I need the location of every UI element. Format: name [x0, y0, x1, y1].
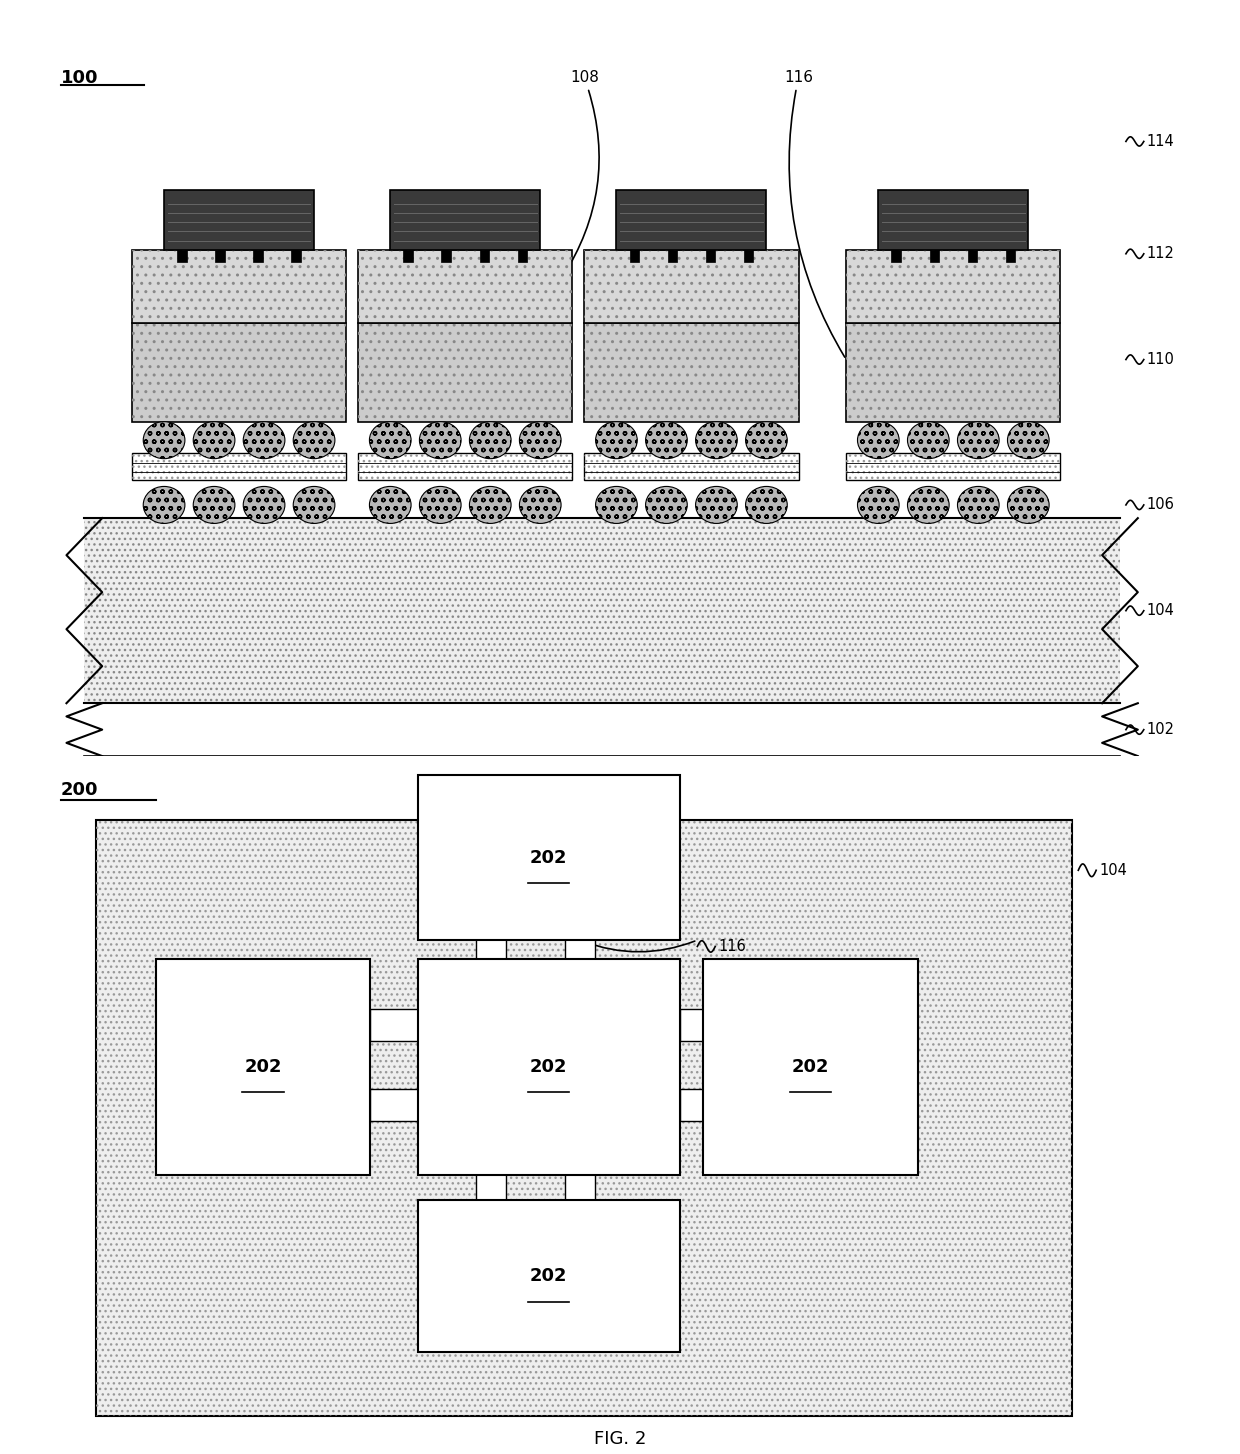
Ellipse shape — [419, 487, 461, 523]
FancyBboxPatch shape — [84, 518, 1120, 704]
FancyBboxPatch shape — [706, 250, 715, 262]
FancyBboxPatch shape — [846, 323, 1060, 422]
Text: 114: 114 — [1146, 134, 1174, 148]
FancyBboxPatch shape — [1006, 250, 1016, 262]
FancyBboxPatch shape — [476, 939, 506, 960]
FancyBboxPatch shape — [370, 1009, 418, 1041]
FancyBboxPatch shape — [403, 250, 413, 262]
Ellipse shape — [1007, 487, 1049, 523]
FancyBboxPatch shape — [418, 960, 680, 1175]
Text: 116: 116 — [784, 70, 844, 358]
Ellipse shape — [470, 422, 511, 458]
Ellipse shape — [646, 422, 687, 458]
FancyBboxPatch shape — [584, 250, 799, 323]
Text: 200: 200 — [61, 781, 98, 800]
Ellipse shape — [858, 487, 899, 523]
Text: 116: 116 — [719, 939, 746, 954]
FancyBboxPatch shape — [744, 250, 754, 262]
FancyBboxPatch shape — [131, 323, 346, 422]
Text: 108: 108 — [562, 70, 599, 278]
FancyBboxPatch shape — [441, 250, 451, 262]
Text: 106: 106 — [1146, 497, 1174, 512]
Ellipse shape — [144, 487, 185, 523]
Ellipse shape — [243, 422, 285, 458]
FancyBboxPatch shape — [164, 190, 314, 250]
FancyBboxPatch shape — [584, 454, 799, 480]
FancyBboxPatch shape — [967, 250, 977, 262]
FancyBboxPatch shape — [358, 323, 573, 422]
FancyBboxPatch shape — [680, 1089, 703, 1121]
Ellipse shape — [595, 422, 637, 458]
FancyBboxPatch shape — [131, 454, 346, 480]
Ellipse shape — [957, 422, 999, 458]
Ellipse shape — [1007, 422, 1049, 458]
Ellipse shape — [193, 422, 234, 458]
FancyBboxPatch shape — [680, 1009, 703, 1041]
Ellipse shape — [144, 422, 185, 458]
FancyBboxPatch shape — [358, 250, 573, 323]
FancyBboxPatch shape — [253, 250, 263, 262]
FancyBboxPatch shape — [370, 1089, 418, 1121]
FancyBboxPatch shape — [97, 820, 1073, 1416]
Ellipse shape — [293, 422, 335, 458]
FancyBboxPatch shape — [616, 190, 766, 250]
FancyBboxPatch shape — [84, 704, 1120, 756]
FancyBboxPatch shape — [878, 190, 1028, 250]
FancyBboxPatch shape — [630, 250, 639, 262]
Ellipse shape — [520, 487, 560, 523]
Text: 104: 104 — [1100, 862, 1127, 878]
Ellipse shape — [858, 422, 899, 458]
Text: 100: 100 — [61, 68, 98, 87]
Text: 112: 112 — [1146, 246, 1174, 262]
FancyBboxPatch shape — [476, 1173, 506, 1200]
FancyBboxPatch shape — [418, 775, 680, 941]
Ellipse shape — [908, 487, 949, 523]
Ellipse shape — [520, 422, 560, 458]
FancyBboxPatch shape — [480, 250, 489, 262]
Text: 102: 102 — [1146, 723, 1174, 737]
FancyBboxPatch shape — [216, 250, 224, 262]
FancyBboxPatch shape — [667, 250, 677, 262]
Text: 202: 202 — [529, 1268, 568, 1285]
FancyBboxPatch shape — [177, 250, 187, 262]
Ellipse shape — [243, 487, 285, 523]
Text: 104: 104 — [1146, 603, 1174, 618]
FancyBboxPatch shape — [846, 454, 1060, 480]
Ellipse shape — [293, 487, 335, 523]
Ellipse shape — [745, 487, 787, 523]
Ellipse shape — [908, 422, 949, 458]
FancyBboxPatch shape — [156, 960, 370, 1175]
FancyBboxPatch shape — [418, 1200, 680, 1352]
Ellipse shape — [646, 487, 687, 523]
Ellipse shape — [696, 422, 738, 458]
Text: 202: 202 — [791, 1059, 830, 1076]
FancyBboxPatch shape — [391, 190, 541, 250]
Ellipse shape — [370, 422, 412, 458]
Ellipse shape — [957, 487, 999, 523]
Text: 110: 110 — [1146, 352, 1174, 366]
FancyBboxPatch shape — [565, 939, 595, 960]
Text: 202: 202 — [529, 1059, 568, 1076]
Ellipse shape — [595, 487, 637, 523]
FancyBboxPatch shape — [892, 250, 901, 262]
FancyBboxPatch shape — [291, 250, 301, 262]
FancyBboxPatch shape — [846, 250, 1060, 323]
FancyBboxPatch shape — [930, 250, 939, 262]
FancyBboxPatch shape — [565, 1173, 595, 1200]
Text: 202: 202 — [529, 849, 568, 867]
Ellipse shape — [470, 487, 511, 523]
Text: FIG. 2: FIG. 2 — [594, 1429, 646, 1448]
Ellipse shape — [696, 487, 738, 523]
FancyBboxPatch shape — [703, 960, 918, 1175]
Ellipse shape — [370, 487, 412, 523]
FancyBboxPatch shape — [358, 454, 573, 480]
Text: FIG. 1: FIG. 1 — [594, 790, 646, 807]
Ellipse shape — [745, 422, 787, 458]
Ellipse shape — [193, 487, 234, 523]
FancyBboxPatch shape — [584, 323, 799, 422]
Text: 202: 202 — [244, 1059, 281, 1076]
FancyBboxPatch shape — [131, 250, 346, 323]
Ellipse shape — [419, 422, 461, 458]
FancyBboxPatch shape — [517, 250, 527, 262]
